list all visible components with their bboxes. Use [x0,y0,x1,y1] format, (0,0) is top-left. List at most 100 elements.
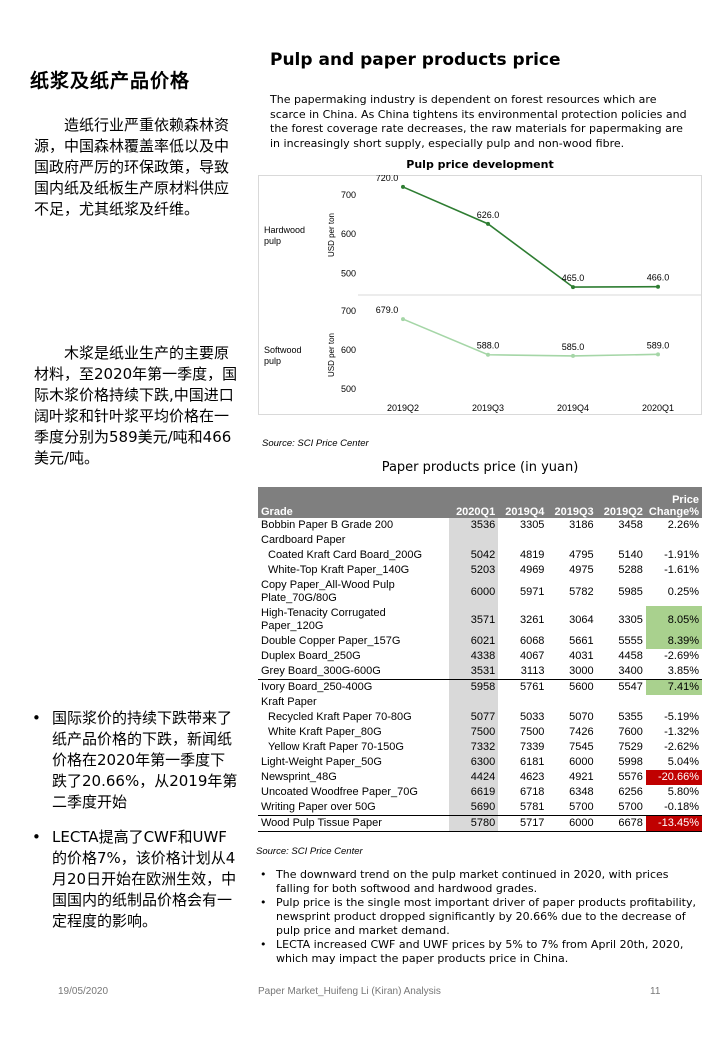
y-tick-label: 700 [341,190,356,200]
cell-price: 5782 [569,585,594,598]
cell-price: 5576 [618,771,643,783]
cell-price: 6000 [449,578,499,606]
table-row: Double Copper Paper_157G 6021 6068 5661 5555… [258,634,702,649]
cell-price: 6068 [519,635,545,647]
cell-price [547,695,596,710]
col-header-2020q1: 2020Q1 [449,487,499,518]
ylabel-softwood: USD per ton [327,333,336,377]
cell-price: 5700 [547,800,597,816]
en-bullet-driver: Pulp price is the single most important … [258,896,698,938]
cell-price: 4795 [569,549,594,561]
cell-change: -1.91% [664,549,699,561]
cell-price: 7500 [519,726,545,738]
cn-paragraph-pulp: 木浆是纸业生产的主要原材料，至2020年第一季度，国际木浆价格持续下跌,中国进口… [34,344,238,467]
ylabel-hardwood: USD per ton [327,213,336,257]
cn-section-title: 纸浆及纸产品价格 [30,70,191,92]
cell-price: 5077 [449,710,499,725]
table-row: Copy Paper_All-Wood Pulp Plate_70G/80G 60… [258,578,702,606]
cell-price: 5140 [618,549,643,561]
table-row: Ivory Board_250-400G 5958 5761 5600 5547 7.41… [258,679,702,695]
cell-price: 6300 [449,755,499,770]
cell-price: 5998 [618,756,643,768]
data-point [656,352,660,357]
panel-label-softwood: Softwood pulp [264,345,302,366]
cell-price: 4424 [449,770,499,785]
table-row: Grey Board_300G-600G 3531 3113 3000 3400 3.85… [258,664,702,680]
table-row: White-Top Kraft Paper_140G 5203 4969 4975 52… [258,563,702,578]
cell-price [449,695,499,710]
cell-price: 7332 [449,740,499,755]
en-section-title: Pulp and paper products price [270,50,561,70]
cell-price: 7600 [618,726,643,738]
cell-price: 5717 [498,815,548,832]
table-row: Uncoated Woodfree Paper_70G 6619 6718 6348 6… [258,785,702,800]
cell-change: -2.62% [664,741,699,753]
x-tick-label: 2020Q1 [642,403,674,413]
cell-price: 5555 [618,635,643,647]
table-row: Writing Paper over 50G 5690 5781 5700 5700 -0… [258,800,702,816]
cell-price: 3458 [618,519,643,531]
cell-price [498,533,547,548]
cell-price: 6021 [449,634,499,649]
y-tick-label: 500 [341,268,356,278]
y-tick-label: 600 [341,229,356,239]
cell-price: 5355 [618,711,643,723]
cell-price: 3571 [449,606,499,634]
cell-price: 5761 [519,681,545,693]
cell-price: 5547 [618,681,643,693]
cell-change: 3.85% [645,664,702,680]
cell-price: 5958 [449,679,499,695]
table-row: Bobbin Paper B Grade 200 3536 3305 3186 3458… [258,518,702,533]
data-label: 465.0 [562,273,585,283]
cell-change: 5.04% [667,756,699,768]
page-number: 11 [650,986,661,997]
data-label: 720.0 [376,175,399,183]
cell-change: 5.80% [667,786,699,798]
cell-price: 7500 [449,725,499,740]
table-row: Yellow Kraft Paper 70-150G 7332 7339 7545 75… [258,740,702,755]
cell-price: 3113 [498,664,548,680]
cell-price [547,533,596,548]
cell-change: -2.69% [664,650,699,662]
table-row: High-Tenacity Corrugated Paper_120G 3571 3… [258,606,702,634]
en-intro-paragraph: The papermaking industry is dependent on… [270,93,687,150]
cell-grade: White Kraft Paper_80G [268,726,382,738]
cell-grade: Wood Pulp Tissue Paper [258,815,449,832]
col-header-change: Price Change% [645,487,702,518]
data-point [486,352,490,357]
x-tick-label: 2019Q4 [557,403,589,413]
cell-price: 7529 [618,741,643,753]
cell-grade: Duplex Board_250G [261,650,361,662]
cell-change: 7.41% [645,679,702,695]
cell-price: 5600 [569,681,594,693]
cell-grade: Newsprint_48G [261,771,337,783]
data-label: 589.0 [647,340,670,350]
data-label: 626.0 [477,210,500,220]
cell-price: 3531 [449,664,499,680]
chart-source: Source: SCI Price Center [262,438,369,449]
table-row: Coated Kraft Card Board_200G 5042 4819 4795… [258,548,702,563]
cell-grade: Kraft Paper [261,696,317,708]
cell-price: 6348 [569,786,594,798]
cell-price: 5070 [569,711,594,723]
cell-price: 6619 [449,785,499,800]
data-point [486,221,490,226]
cell-price: 4969 [519,564,545,576]
col-header-grade: Grade [258,487,449,518]
series-line-hardwood [402,186,659,288]
cn-bullet-lecta: LECTA提高了CWF和UWF的价格7%，该价格计划从4月20日开始在欧洲生效，… [30,827,240,932]
cell-change: 0.25% [667,585,699,598]
cell-price [498,695,547,710]
table-source: Source: SCI Price Center [256,846,363,857]
cell-grade: Bobbin Paper B Grade 200 [261,519,394,531]
cell-price: 5690 [449,800,499,816]
cell-grade: Yellow Kraft Paper 70-150G [268,741,404,753]
cell-grade: Light-Weight Paper_50G [261,756,382,768]
cell-price: 5661 [569,635,594,647]
panel-label-hardwood: Hardwood pulp [264,225,305,246]
table-row: White Kraft Paper_80G 7500 7500 7426 7600 -1.… [258,725,702,740]
cell-grade: Coated Kraft Card Board_200G [268,549,423,561]
cell-change: -13.45% [645,815,702,832]
cell-price [597,695,646,710]
cell-price: 3261 [519,613,545,626]
